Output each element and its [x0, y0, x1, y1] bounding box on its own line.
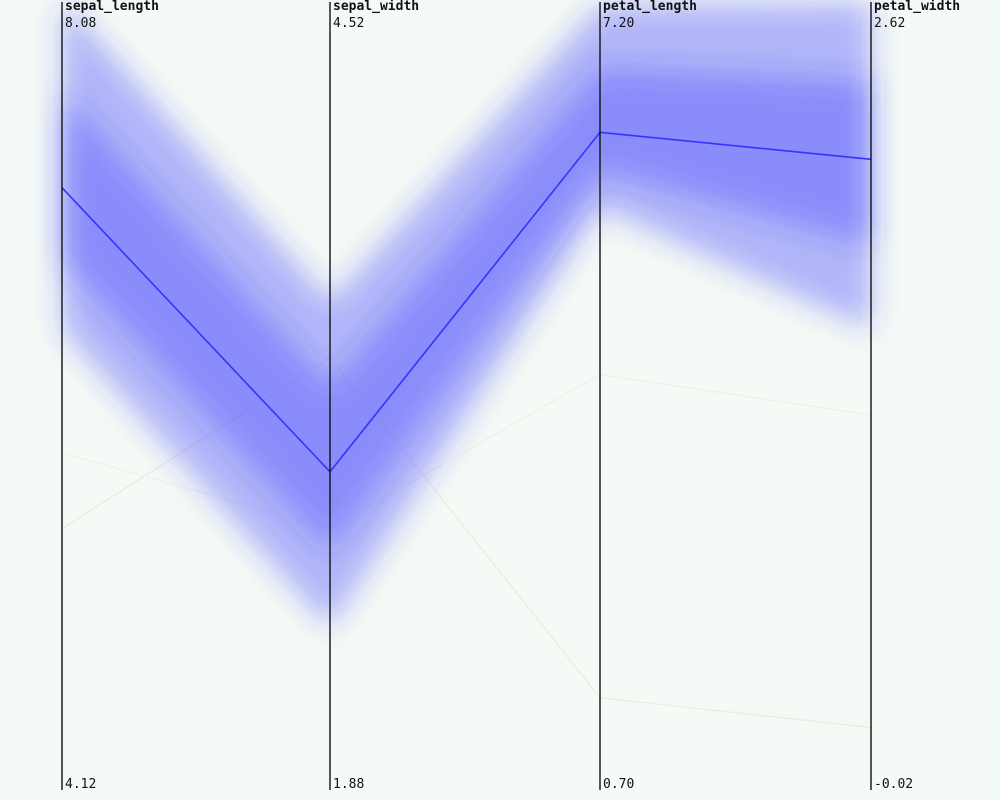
faint-line-2	[61, 373, 872, 530]
axis-label-sepal_length: sepal_length	[65, 0, 159, 14]
axis-label-petal_length: petal_length	[603, 0, 697, 14]
axis-max-label-sepal_width: 4.52	[333, 16, 364, 31]
axis-max-label-sepal_length: 8.08	[65, 16, 96, 31]
axis-max-label-petal_width: 2.62	[874, 16, 905, 31]
axis-min-label-sepal_length: 4.12	[65, 777, 96, 792]
mean-line	[61, 131, 872, 474]
axis-max-label-petal_length: 7.20	[603, 16, 634, 31]
axis-min-label-sepal_width: 1.88	[333, 777, 364, 792]
axis-min-label-petal_width: -0.02	[874, 777, 913, 792]
axis-label-sepal_width: sepal_width	[333, 0, 419, 14]
density-band-inner	[62, 68, 871, 550]
axis-min-label-petal_length: 0.70	[603, 777, 634, 792]
axis-label-petal_width: petal_width	[874, 0, 960, 14]
